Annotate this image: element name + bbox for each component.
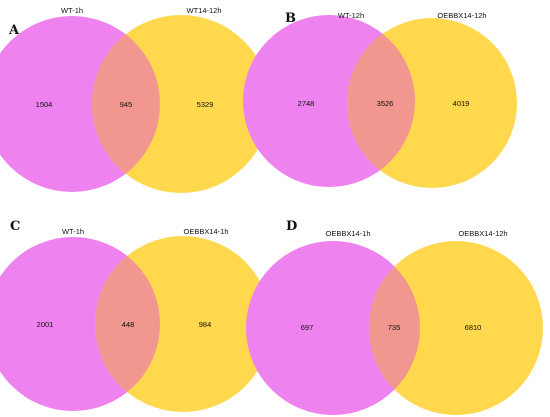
venn-panel-d-left-label: OEBBX14-1h: [325, 229, 370, 238]
venn-panel-d-right-circle: [369, 241, 543, 415]
venn-panel-b-overlap-count: 3526: [377, 99, 394, 108]
venn-panel-d-overlap-count: 735: [388, 323, 401, 332]
venn-panel-b-left-label: WT-12h: [338, 11, 364, 20]
venn-panel-d: D OEBBX14-1h OEBBX14-12h 697 735 6810: [246, 219, 543, 415]
venn-panel-b-right-only-count: 4019: [453, 99, 470, 108]
venn-panel-c-left-only-count: 2001: [37, 320, 54, 329]
venn-panel-d-right-only-count: 6810: [465, 323, 482, 332]
venn-panel-c-overlap-count: 448: [122, 320, 135, 329]
venn-panel-c-right-label: OEBBX14-1h: [183, 227, 228, 236]
venn-panel-b-right-label: OEBBX14-12h: [437, 11, 486, 20]
venn-panel-b-left-only-count: 2748: [298, 99, 315, 108]
venn-panel-a-right-only-count: 5329: [197, 100, 214, 109]
venn-panel-a-letter: A: [8, 23, 20, 38]
venn-panel-b-overlap: [347, 18, 415, 187]
venn-panel-d-left-circle: [246, 241, 420, 415]
venn-panel-a-overlap-count: 945: [120, 100, 133, 109]
venn-panel-d-right-label: OEBBX14-12h: [458, 229, 507, 238]
venn-panel-c-left-label: WT-1h: [62, 227, 84, 236]
venn-panel-b: B WT-12h OEBBX14-12h 2748 3526 4019: [243, 11, 517, 188]
venn-panel-d-left-only-count: 697: [301, 323, 314, 332]
venn-panel-d-letter: D: [286, 219, 297, 234]
venn-panel-c-right-only-count: 984: [199, 320, 212, 329]
venn-panel-a-left-only-count: 1504: [36, 100, 53, 109]
venn-panel-a-right-label: WT14-12h: [186, 6, 221, 15]
venn-panel-c-overlap: [95, 237, 160, 411]
venn-panel-a-overlap: [92, 16, 160, 192]
venn-panel-a-left-label: WT-1h: [61, 6, 83, 15]
venn-panel-b-letter: B: [285, 11, 296, 26]
venn-panel-c-letter: C: [10, 219, 20, 234]
venn-panel-a: A WT-1h WT14-12h 1504 945 5329: [0, 6, 270, 193]
venn-panel-c: C WT-1h OEBBX14-1h 2001 448 984: [0, 219, 271, 412]
